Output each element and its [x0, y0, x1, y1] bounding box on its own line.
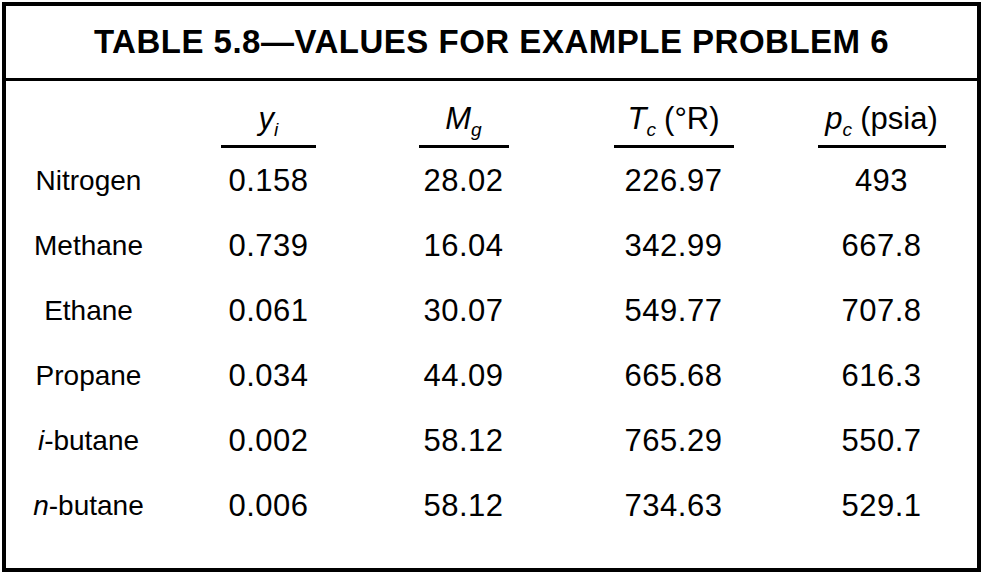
cell-yi: 0.061 [171, 278, 366, 343]
component-name-text: Ethane [44, 295, 133, 327]
cell-pc: 493 [786, 148, 977, 213]
header-symbol: M [445, 101, 471, 136]
cell-yi: 0.158 [171, 148, 366, 213]
component-name-text: Nitrogen [36, 165, 142, 197]
cell-mg: 28.02 [366, 148, 561, 213]
table-title: TABLE 5.8—VALUES FOR EXAMPLE PROBLEM 6 [6, 6, 977, 81]
component-name: Ethane [6, 278, 171, 343]
column-header-tc: Tc (°R) [561, 101, 786, 148]
header-pc-label: pc (psia) [825, 101, 937, 137]
cell-mg: 16.04 [366, 213, 561, 278]
header-component-blank [6, 101, 171, 148]
header-subscript: c [646, 119, 656, 140]
header-symbol: T [627, 101, 646, 136]
header-symbol: p [825, 101, 842, 136]
cell-tc: 342.99 [561, 213, 786, 278]
component-name-italic: n [33, 490, 49, 522]
component-name: Propane [6, 343, 171, 408]
cell-tc: 734.63 [561, 473, 786, 538]
component-name: Methane [6, 213, 171, 278]
table-row-nitrogen: Nitrogen 0.158 28.02 226.97 493 [6, 148, 977, 213]
cell-yi: 0.034 [171, 343, 366, 408]
cell-mg: 44.09 [366, 343, 561, 408]
cell-mg: 58.12 [366, 473, 561, 538]
cell-mg: 58.12 [366, 408, 561, 473]
header-subscript: c [843, 119, 853, 140]
table-row-ibutane: i-butane 0.002 58.12 765.29 550.7 [6, 408, 977, 473]
column-header-pc: pc (psia) [786, 101, 977, 148]
cell-pc: 707.8 [786, 278, 977, 343]
table-row-methane: Methane 0.739 16.04 342.99 667.8 [6, 213, 977, 278]
cell-yi: 0.002 [171, 408, 366, 473]
component-name-text: -butane [49, 490, 144, 522]
header-subscript: i [274, 119, 278, 140]
header-yi-label: yi [259, 101, 279, 137]
cell-tc: 765.29 [561, 408, 786, 473]
cell-yi: 0.006 [171, 473, 366, 538]
cell-pc: 667.8 [786, 213, 977, 278]
column-header-mg: Mg [366, 101, 561, 148]
cell-pc: 550.7 [786, 408, 977, 473]
component-name-text: -butane [44, 425, 139, 457]
header-unit: (°R) [664, 101, 719, 136]
table-body: yi Mg Tc(°R) pc(psia) Nitrogen 0.158 28.… [6, 81, 977, 538]
cell-pc: 529.1 [786, 473, 977, 538]
header-tc-label: Tc (°R) [627, 101, 719, 137]
cell-tc: 549.77 [561, 278, 786, 343]
header-subscript: g [471, 119, 482, 140]
component-name-text: Propane [36, 360, 142, 392]
component-name-text: Methane [34, 230, 143, 262]
table-frame: TABLE 5.8—VALUES FOR EXAMPLE PROBLEM 6 y… [2, 2, 981, 572]
column-header-yi: yi [171, 101, 366, 148]
component-name: Nitrogen [6, 148, 171, 213]
cell-tc: 665.68 [561, 343, 786, 408]
table-header-row: yi Mg Tc(°R) pc(psia) [6, 101, 977, 148]
component-name: i-butane [6, 408, 171, 473]
cell-mg: 30.07 [366, 278, 561, 343]
header-mg-label: Mg [445, 101, 482, 137]
header-symbol: y [259, 101, 275, 136]
cell-pc: 616.3 [786, 343, 977, 408]
cell-yi: 0.739 [171, 213, 366, 278]
table-row-propane: Propane 0.034 44.09 665.68 616.3 [6, 343, 977, 408]
header-unit: (psia) [860, 101, 938, 136]
component-name: n-butane [6, 473, 171, 538]
cell-tc: 226.97 [561, 148, 786, 213]
table-row-nbutane: n-butane 0.006 58.12 734.63 529.1 [6, 473, 977, 538]
table-row-ethane: Ethane 0.061 30.07 549.77 707.8 [6, 278, 977, 343]
